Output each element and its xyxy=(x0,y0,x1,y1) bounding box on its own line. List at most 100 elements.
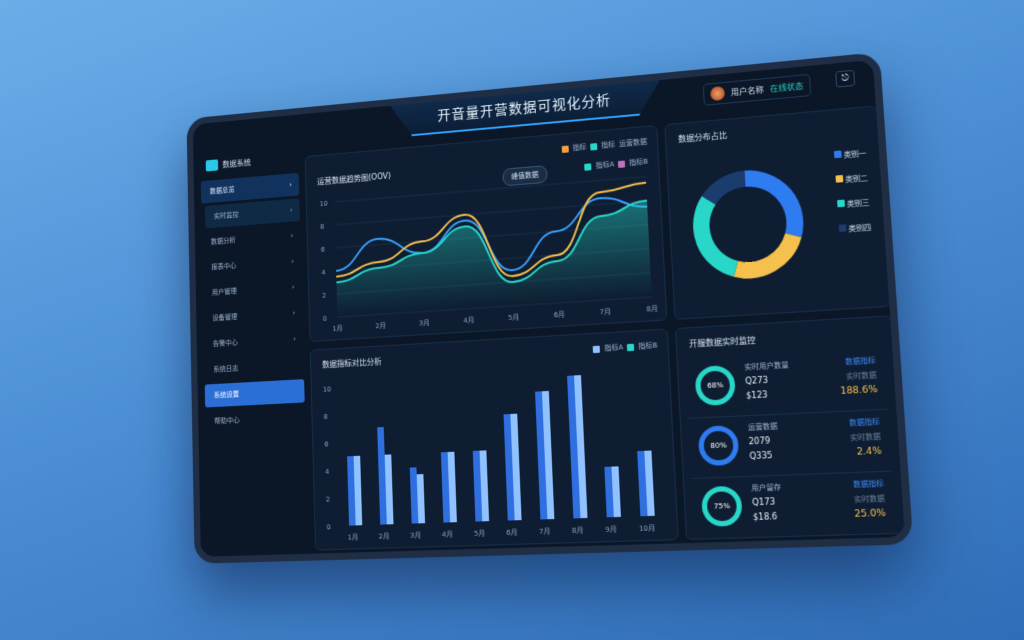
x-tick-label: 4月 xyxy=(463,316,474,325)
chevron-right-icon: › xyxy=(291,257,294,266)
legend-item: 类别三 xyxy=(836,198,870,211)
x-tick-label: 6月 xyxy=(553,310,565,319)
chevron-right-icon xyxy=(297,406,298,429)
stat-value: Q173 xyxy=(751,497,776,508)
sidebar-item[interactable]: 数据分析 › xyxy=(202,224,301,254)
bar xyxy=(479,450,490,522)
stat-label: 数据指标 xyxy=(848,417,880,428)
sidebar-item-label: 系统日志 xyxy=(213,364,239,374)
stat-label: 实时数据 xyxy=(853,494,886,505)
chevron-right-icon: › xyxy=(289,206,293,215)
y-tick-label: 4 xyxy=(325,468,329,476)
chevron-right-icon xyxy=(297,380,298,403)
x-tick-label: 10月 xyxy=(639,524,656,533)
legend-item: 类别一 xyxy=(833,148,867,161)
bar-chart-panel: 数据指标对比分析 指标A 指标B 10 8 6 4 2 0 1月 2月 3月 4月 5月 6月 7月 8月… xyxy=(309,328,679,551)
y-tick-label: 2 xyxy=(322,291,326,299)
donut-slice xyxy=(734,235,795,271)
stat-change: 25.0% xyxy=(854,508,887,521)
progress-ring: 68% xyxy=(694,364,737,407)
bar-chart: 10 8 6 4 2 0 1月 2月 3月 4月 5月 6月 7月 8月 9月 10月 xyxy=(323,375,656,542)
y-tick-label: 0 xyxy=(323,315,327,323)
user-menu[interactable]: 用户名称 在线状态 xyxy=(702,73,812,106)
stat-label: 数据指标 xyxy=(852,479,885,490)
x-tick-label: 4月 xyxy=(442,530,453,539)
x-tick-label: 9月 xyxy=(605,525,617,534)
x-tick-label: 5月 xyxy=(474,529,486,538)
sidebar-item[interactable]: 告警中心 › xyxy=(204,327,304,356)
donut-legend: 类别一 类别二 类别三 类别四 xyxy=(833,148,873,249)
sidebar-item-label: 用户管理 xyxy=(211,287,237,297)
stat-card: 80% 运营数据 2079 Q335 数据指标 实时数据 2.4% xyxy=(688,409,892,480)
x-tick-label: 7月 xyxy=(539,527,551,536)
x-tick-label: 2月 xyxy=(379,532,390,541)
x-tick-label: 3月 xyxy=(419,319,430,328)
y-tick-label: 8 xyxy=(323,413,327,421)
sidebar-item-label: 系统设置 xyxy=(213,390,240,400)
avatar xyxy=(710,85,726,102)
logo: 数据系统 xyxy=(205,156,251,172)
bar xyxy=(409,467,419,524)
x-tick-label: 1月 xyxy=(332,324,343,333)
stat-value: $123 xyxy=(745,390,768,401)
stat-change: 188.6% xyxy=(840,384,878,398)
stat-value: Q273 xyxy=(745,375,769,387)
donut-slice xyxy=(745,175,796,238)
tablet-device: 开音量开营数据可视化分析 用户名称 在线状态 ⎋ 数据系统 数据总览 › 实时监控 ›… xyxy=(186,52,914,564)
bar xyxy=(353,455,363,526)
bar xyxy=(384,454,394,525)
progress-ring: 80% xyxy=(697,424,740,467)
user-status: 在线状态 xyxy=(769,81,804,94)
chevron-right-icon: › xyxy=(291,283,295,292)
x-tick-label: 6月 xyxy=(506,528,518,537)
chevron-right-icon: › xyxy=(292,309,296,318)
sidebar-item[interactable]: 设备管理 › xyxy=(203,301,302,330)
bar xyxy=(347,456,356,526)
bar xyxy=(416,474,426,524)
stat-name: 实时用户数量 xyxy=(744,360,789,372)
sidebar-item[interactable]: 报表中心 › xyxy=(202,249,301,279)
legend-item: 类别二 xyxy=(835,173,868,186)
stat-card: 68% 实时用户数量 Q273 $123 数据指标 实时数据 188.6% xyxy=(685,348,888,419)
stat-label: 实时数据 xyxy=(845,370,877,381)
sidebar-item-label: 报表中心 xyxy=(211,261,237,272)
bar xyxy=(377,426,387,525)
sidebar: 数据总览 › 实时监控 › 数据分析 › 报表中心 › 用户管理 › 设备管理 › 告警中心 › 系统日志系… xyxy=(200,172,309,558)
stat-label: 数据指标 xyxy=(845,356,876,367)
exit-icon[interactable]: ⎋ xyxy=(835,69,856,88)
stat-value: 2079 xyxy=(748,436,771,447)
sidebar-item[interactable]: 帮助中心 xyxy=(205,405,305,433)
y-tick-label: 10 xyxy=(323,385,331,394)
stat-change: 2.4% xyxy=(856,446,882,458)
chevron-right-icon: › xyxy=(289,180,292,189)
x-tick-label: 8月 xyxy=(646,304,658,313)
sidebar-item-label: 实时监控 xyxy=(213,210,239,221)
line-chart: 10 8 6 4 2 0 1月 2月 3月 4月 5月 6月 7月 8月 xyxy=(319,126,658,333)
sidebar-item-label: 帮助中心 xyxy=(214,416,240,426)
sidebar-item-label: 数据分析 xyxy=(210,236,236,246)
legend-item: 类别四 xyxy=(838,222,871,235)
sidebar-item[interactable]: 系统日志 xyxy=(204,353,304,382)
y-tick-label: 0 xyxy=(327,523,331,531)
donut-panel: 数据分布占比 类别一 类别二 类别三 类别四 xyxy=(664,105,891,320)
y-tick-label: 6 xyxy=(321,245,325,253)
y-tick-label: 10 xyxy=(319,199,327,208)
sidebar-item-label: 设备管理 xyxy=(212,312,238,323)
logo-icon xyxy=(205,159,219,172)
user-name: 用户名称 xyxy=(730,84,765,97)
stat-value: Q335 xyxy=(749,450,773,462)
bar xyxy=(472,450,483,522)
x-tick-label: 7月 xyxy=(599,307,611,316)
x-tick-label: 8月 xyxy=(572,526,584,535)
donut-slice xyxy=(700,199,736,271)
sidebar-item[interactable]: 用户管理 › xyxy=(203,275,302,305)
line-chart-panel: 运营数据趋势图(OOV) 指标 指标 运营数据 指标A 指标B 峰值数据 10 8… xyxy=(304,124,668,342)
chevron-right-icon: › xyxy=(293,335,296,343)
donut-slice xyxy=(708,179,747,201)
chevron-right-icon: › xyxy=(290,231,294,240)
sidebar-item[interactable]: 系统设置 xyxy=(204,379,305,408)
sidebar-item-label: 数据总览 xyxy=(209,185,235,196)
x-tick-label: 3月 xyxy=(410,531,421,540)
sidebar-item-label: 告警中心 xyxy=(212,338,238,348)
bar xyxy=(440,452,451,523)
